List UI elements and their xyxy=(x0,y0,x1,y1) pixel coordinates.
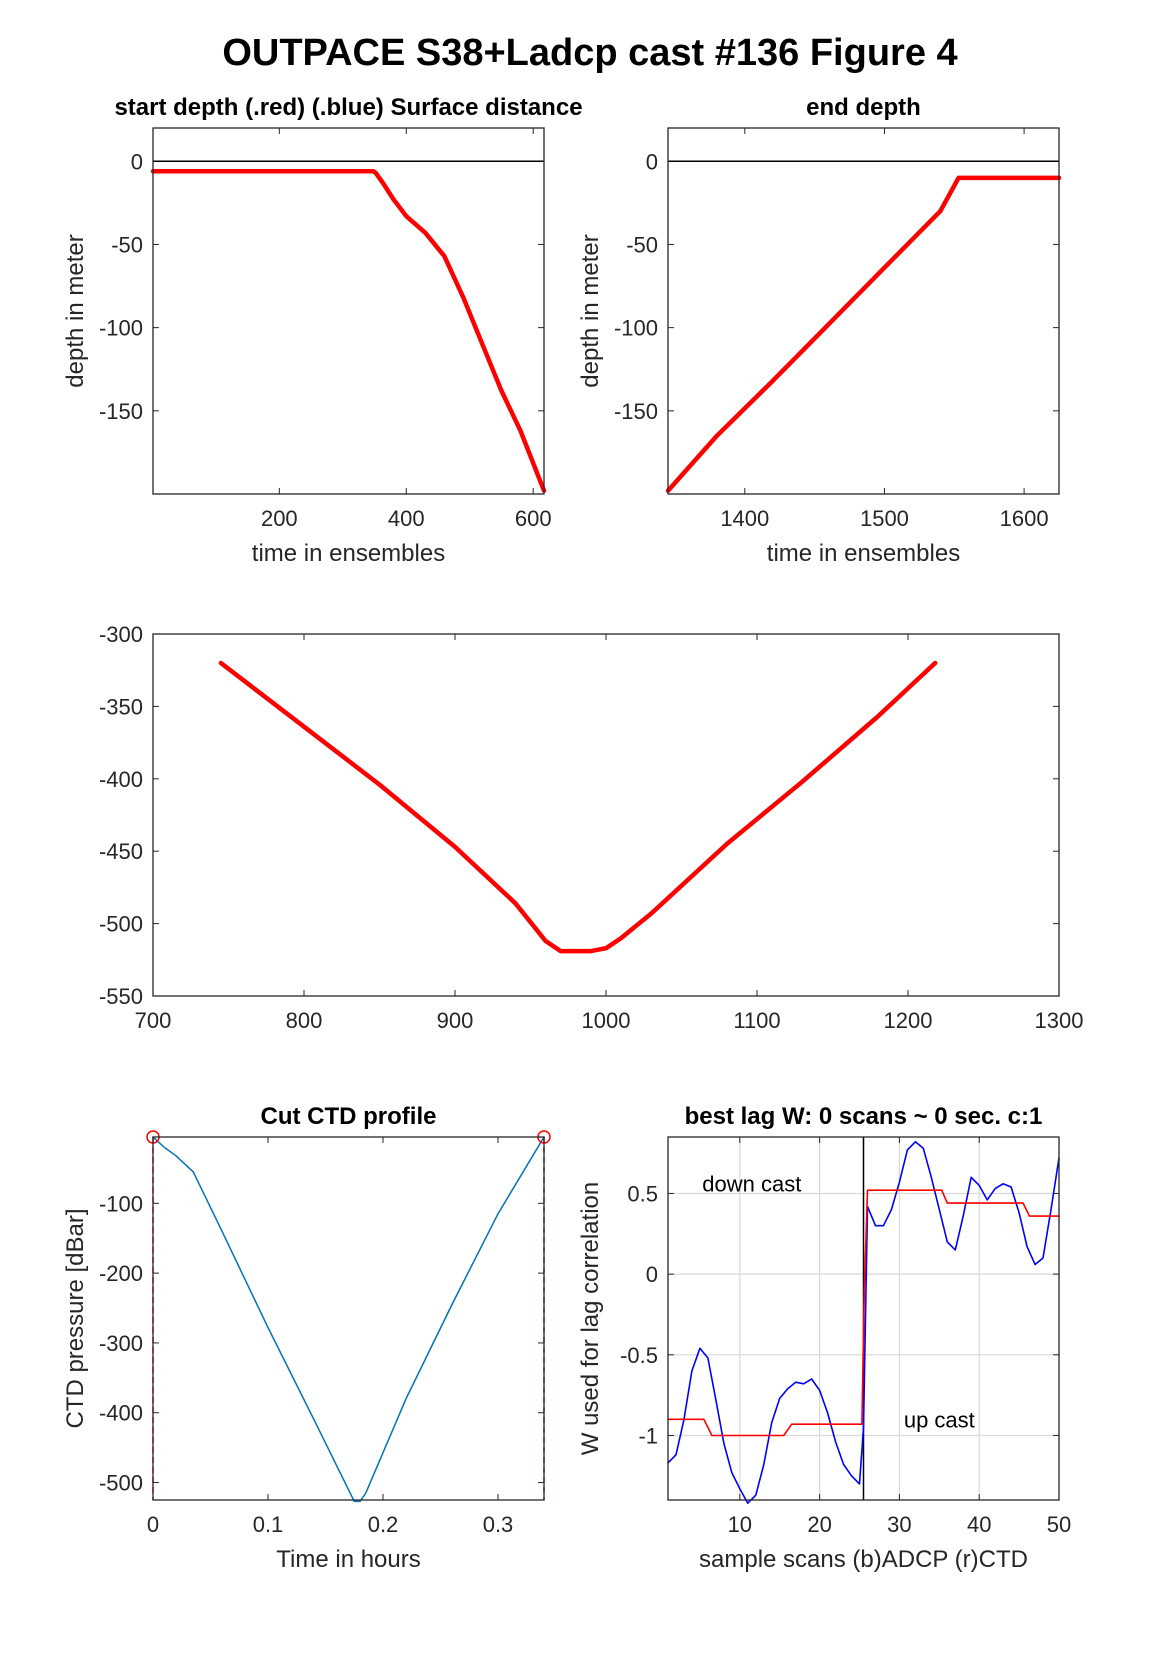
annotation-down-cast: down cast xyxy=(702,1172,801,1197)
y-tick-label: -150 xyxy=(614,399,658,424)
plot-area xyxy=(668,128,1059,494)
y-axis-label: depth in meter xyxy=(577,234,604,387)
chart-middle: 700 800 900 1000 1100 1200 1300 -300 -350 -400 -45… xyxy=(99,622,1084,1033)
plot-area xyxy=(153,634,1059,996)
x-axis-label: Time in hours xyxy=(276,1546,421,1573)
chart-lag: 10 20 30 40 50 0.5 0 -0.5 -1 best lag W: 0 scans … xyxy=(577,1103,1071,1573)
y-tick-label: -300 xyxy=(99,622,143,647)
x-tick-label: 0.3 xyxy=(483,1512,514,1537)
axes-frame xyxy=(152,1136,545,1501)
chart-title: Cut CTD profile xyxy=(261,1103,437,1130)
y-tick-label: -1 xyxy=(638,1423,658,1448)
axes-frame xyxy=(152,127,545,495)
x-tick-label: 700 xyxy=(135,1008,172,1033)
x-tick-label: 40 xyxy=(967,1512,991,1537)
y-tick-label: -50 xyxy=(111,232,143,257)
series-line xyxy=(218,660,938,954)
x-tick-label: 1400 xyxy=(720,506,769,531)
x-tick-label: 20 xyxy=(807,1512,831,1537)
y-tick-label: -550 xyxy=(99,984,143,1009)
y-tick-label: -100 xyxy=(99,1191,143,1216)
x-tick-label: 1200 xyxy=(884,1008,933,1033)
x-tick-label: 900 xyxy=(437,1008,474,1033)
y-tick-label: -500 xyxy=(99,1471,143,1496)
x-tick-label: 50 xyxy=(1047,1512,1071,1537)
x-tick-label: 1300 xyxy=(1035,1008,1084,1033)
y-tick-label: 0 xyxy=(646,1262,658,1287)
x-tick-label: 1100 xyxy=(733,1008,780,1033)
figure-title: OUTPACE S38+Ladcp cast #136 Figure 4 xyxy=(222,32,957,74)
chart-title: start depth (.red) (.blue) Surface dista… xyxy=(114,94,582,121)
chart-title: end depth xyxy=(806,94,921,121)
x-tick-label: 0.1 xyxy=(253,1512,284,1537)
axes-frame xyxy=(667,1136,1060,1501)
plot-area xyxy=(153,1137,544,1500)
y-tick-label: -500 xyxy=(99,912,143,937)
chart-title: best lag W: 0 scans ~ 0 sec. c:1 xyxy=(685,1103,1043,1130)
x-tick-label: 10 xyxy=(728,1512,752,1537)
x-tick-label: 30 xyxy=(887,1512,911,1537)
y-tick-label: 0 xyxy=(131,149,143,174)
x-tick-label: 0.2 xyxy=(368,1512,399,1537)
axes-frame xyxy=(667,127,1060,495)
axes-frame xyxy=(152,633,1060,997)
y-tick-label: 0.5 xyxy=(627,1181,658,1206)
annotation-up-cast: up cast xyxy=(904,1407,975,1432)
x-axis-label: time in ensembles xyxy=(252,540,445,567)
x-tick-label: 800 xyxy=(286,1008,323,1033)
chart-end: 1400 1500 1600 0 -50 -100 -150 end depth time in… xyxy=(577,94,1062,567)
y-tick-label: -50 xyxy=(626,232,658,257)
y-tick-label: 0 xyxy=(646,149,658,174)
x-tick-label: 1600 xyxy=(1000,506,1049,531)
y-axis-label: depth in meter xyxy=(62,234,89,387)
y-tick-label: -100 xyxy=(99,316,143,341)
x-tick-label: 600 xyxy=(515,506,552,531)
y-tick-label: -0.5 xyxy=(620,1343,658,1368)
y-tick-label: -200 xyxy=(99,1261,143,1286)
y-tick-label: -400 xyxy=(99,767,143,792)
x-tick-label: 0 xyxy=(147,1512,159,1537)
y-tick-label: -350 xyxy=(99,694,143,719)
y-tick-label: -400 xyxy=(99,1401,143,1426)
chart-ctd: 0 0.1 0.2 0.3 -100 -200 -300 -400 -500 Cut CTD pr… xyxy=(62,1103,551,1573)
x-tick-label: 1000 xyxy=(582,1008,631,1033)
chart-start: 200 400 600 0 -50 -100 -150 start depth (.red) … xyxy=(62,94,583,567)
y-axis-label: W used for lag correlation xyxy=(577,1182,604,1455)
series-line xyxy=(667,1189,1060,1437)
y-tick-label: -450 xyxy=(99,839,143,864)
series-line xyxy=(665,175,1062,493)
x-tick-label: 400 xyxy=(388,506,425,531)
series-line xyxy=(152,1136,545,1503)
series-line xyxy=(150,169,547,493)
x-tick-label: 1500 xyxy=(860,506,909,531)
plot-area xyxy=(153,128,544,494)
y-tick-label: -100 xyxy=(614,316,658,341)
x-axis-label: time in ensembles xyxy=(767,540,960,567)
y-tick-label: -150 xyxy=(99,399,143,424)
y-tick-label: -300 xyxy=(99,1331,143,1356)
y-axis-label: CTD pressure [dBar] xyxy=(62,1208,89,1428)
series-line xyxy=(667,1141,1060,1504)
x-tick-label: 200 xyxy=(261,506,298,531)
x-axis-label: sample scans (b)ADCP (r)CTD xyxy=(699,1546,1028,1573)
